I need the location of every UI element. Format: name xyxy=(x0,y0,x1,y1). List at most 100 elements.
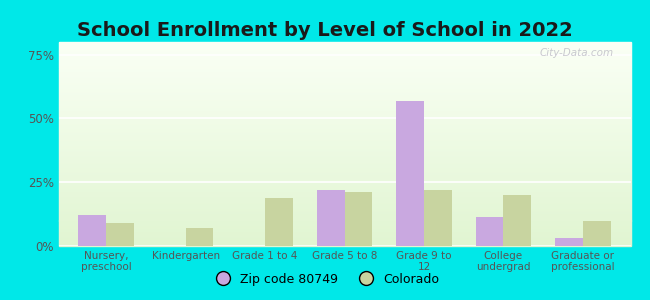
Bar xyxy=(58,188,630,189)
Bar xyxy=(58,116,630,118)
Bar xyxy=(58,190,630,191)
Bar xyxy=(58,234,630,235)
Bar xyxy=(58,113,630,114)
Bar xyxy=(58,225,630,226)
Bar xyxy=(58,241,630,242)
Bar xyxy=(58,169,630,170)
Bar xyxy=(58,98,630,99)
Bar xyxy=(58,235,630,236)
Bar xyxy=(58,211,630,212)
Bar xyxy=(58,131,630,132)
Bar xyxy=(58,56,630,57)
Bar xyxy=(58,236,630,237)
Bar xyxy=(58,47,630,48)
Bar xyxy=(344,193,372,246)
Bar xyxy=(58,162,630,164)
Bar xyxy=(583,220,610,246)
Bar xyxy=(58,148,630,149)
Bar xyxy=(58,207,630,208)
Bar xyxy=(58,238,630,239)
Bar xyxy=(58,58,630,59)
Bar xyxy=(58,122,630,123)
Bar xyxy=(58,86,630,87)
Bar xyxy=(58,175,630,176)
Bar xyxy=(58,212,630,213)
Bar xyxy=(58,77,630,78)
Bar xyxy=(58,83,630,84)
Bar xyxy=(58,49,630,50)
Bar xyxy=(58,191,630,192)
Bar xyxy=(58,226,630,228)
Bar xyxy=(58,170,630,172)
Bar xyxy=(58,182,630,183)
Bar xyxy=(58,181,630,182)
Bar xyxy=(58,70,630,72)
Bar xyxy=(58,201,630,202)
Bar xyxy=(58,192,630,193)
Bar xyxy=(58,93,630,94)
Bar xyxy=(58,233,630,234)
Bar xyxy=(58,213,630,214)
Bar xyxy=(58,159,630,160)
Bar xyxy=(58,82,630,83)
Bar xyxy=(58,75,630,76)
Bar xyxy=(58,147,630,148)
Bar xyxy=(58,48,630,49)
Bar xyxy=(58,79,630,80)
Bar xyxy=(58,136,630,137)
Bar xyxy=(58,80,630,81)
Bar xyxy=(58,152,630,153)
Bar xyxy=(58,61,630,62)
Bar xyxy=(58,242,630,243)
Bar xyxy=(58,229,630,230)
Bar xyxy=(58,228,630,229)
Bar xyxy=(58,187,630,188)
Bar xyxy=(58,124,630,126)
Bar xyxy=(58,128,630,129)
Bar xyxy=(58,224,630,225)
Bar xyxy=(58,46,630,47)
Bar xyxy=(58,123,630,124)
Bar xyxy=(58,129,630,130)
Bar xyxy=(58,194,630,195)
Bar xyxy=(58,119,630,121)
Bar xyxy=(58,158,630,159)
Bar xyxy=(58,184,630,185)
Bar xyxy=(58,100,630,101)
Bar xyxy=(58,140,630,141)
Bar xyxy=(58,63,630,64)
Bar xyxy=(424,190,452,246)
Bar xyxy=(58,99,630,100)
Bar xyxy=(58,200,630,201)
Bar xyxy=(58,220,630,221)
Bar xyxy=(58,185,630,186)
Bar xyxy=(58,81,630,82)
Bar xyxy=(58,179,630,180)
Bar xyxy=(58,57,630,58)
Legend: Zip code 80749, Colorado: Zip code 80749, Colorado xyxy=(205,268,445,291)
Bar xyxy=(58,203,630,204)
Bar xyxy=(58,206,630,207)
Bar xyxy=(58,45,630,46)
Bar xyxy=(58,42,630,43)
Bar xyxy=(58,209,630,210)
Bar xyxy=(58,237,630,238)
Bar xyxy=(58,142,630,143)
Bar xyxy=(58,150,630,151)
Bar xyxy=(58,59,630,60)
Bar xyxy=(58,127,630,128)
Bar xyxy=(58,221,630,223)
Bar xyxy=(265,197,293,246)
Bar xyxy=(58,55,630,56)
Bar xyxy=(58,155,630,156)
Bar xyxy=(58,172,630,174)
Bar xyxy=(58,167,630,169)
Bar xyxy=(503,195,531,246)
Bar xyxy=(58,199,630,200)
Bar xyxy=(58,134,630,135)
Bar xyxy=(58,196,630,197)
Bar xyxy=(58,204,630,205)
Bar xyxy=(58,60,630,62)
Bar xyxy=(58,92,630,93)
Bar xyxy=(58,76,630,77)
